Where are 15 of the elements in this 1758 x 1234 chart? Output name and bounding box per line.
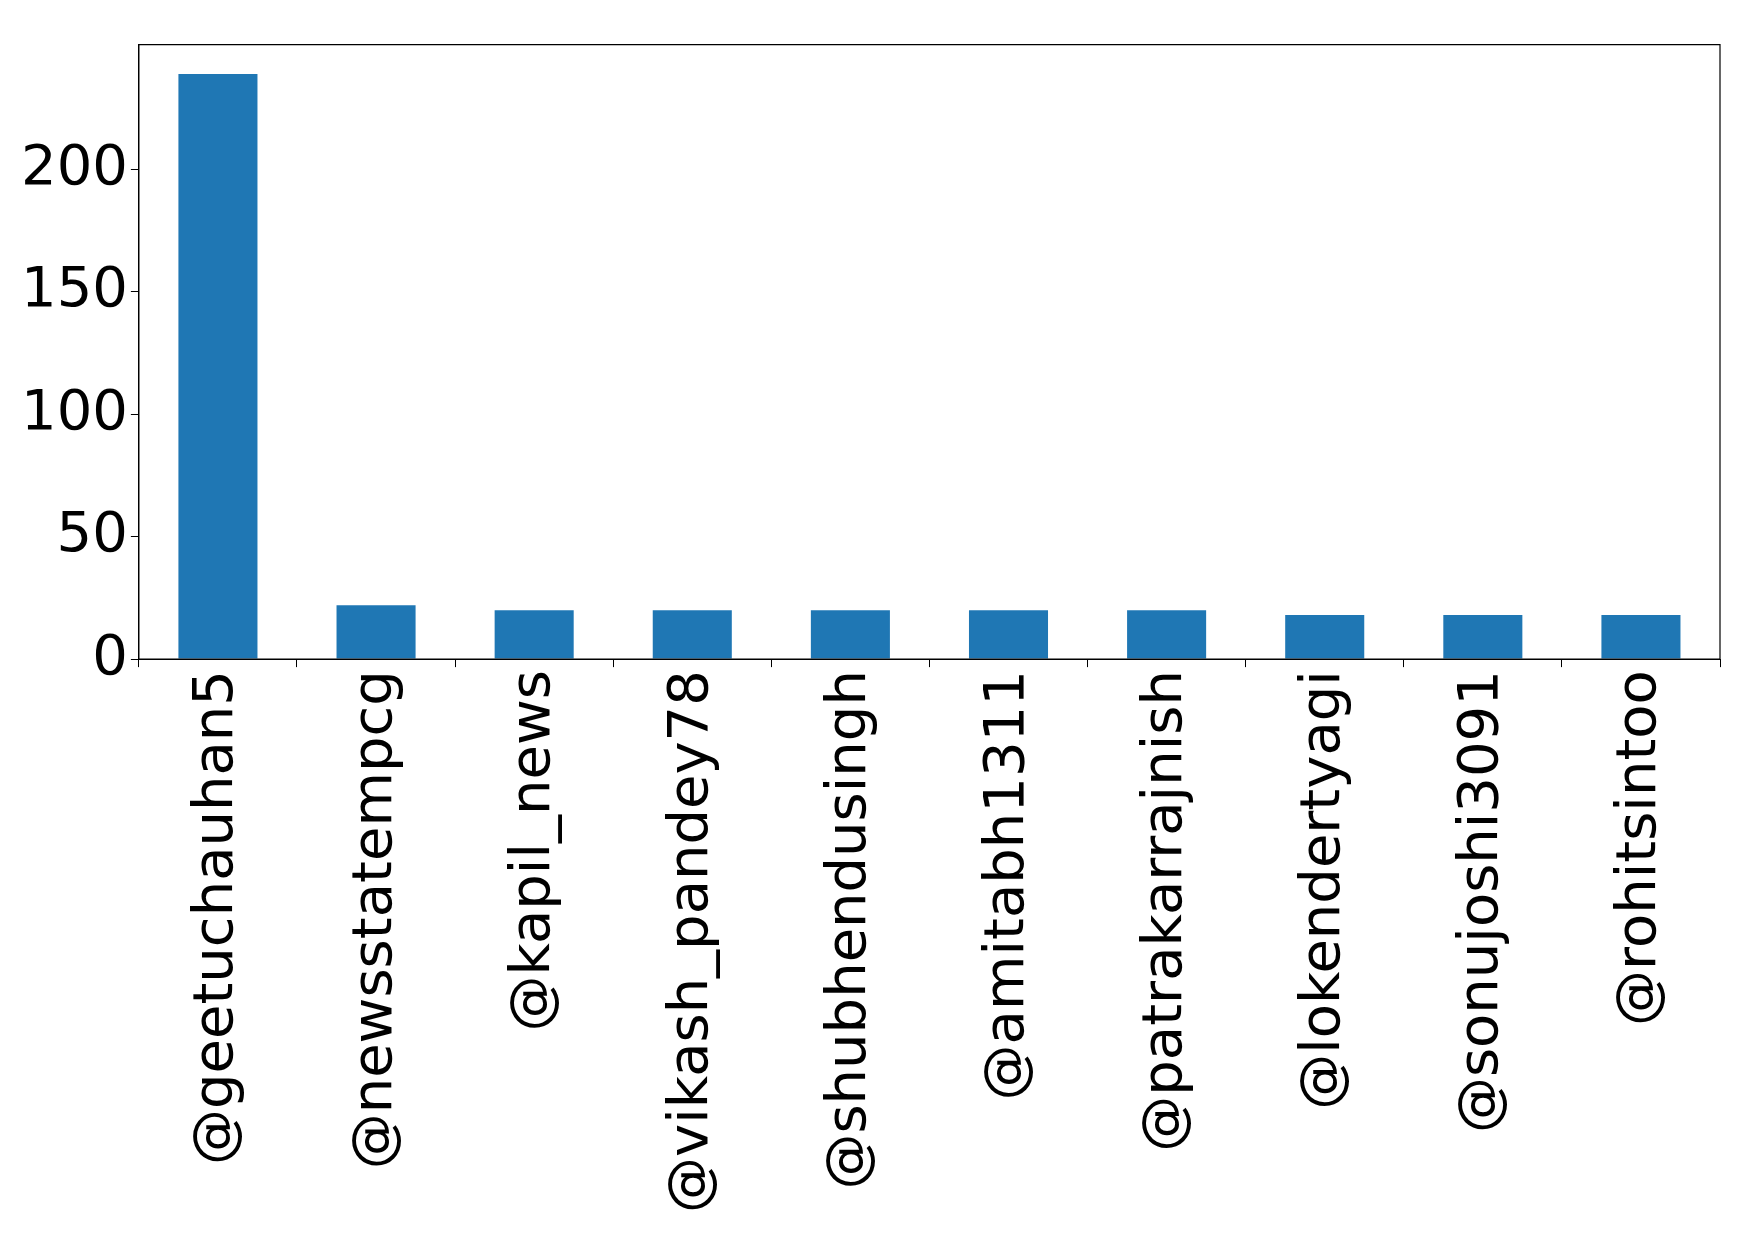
y-tick-label: 150 [21, 254, 128, 320]
x-tick-label: @amitabh1311 [971, 670, 1037, 1101]
y-tick-label: 0 [92, 621, 128, 687]
x-tick-label: @vikash_pandey78 [654, 670, 720, 1214]
x-tick-label: @kapil_news [496, 670, 562, 1032]
y-tick-label: 100 [21, 376, 128, 442]
x-tick-label: @shubhendusingh [812, 670, 878, 1190]
x-tick-label: @patrakarrajnish [1129, 670, 1195, 1152]
x-tick-label: @rohitsintoo [1603, 670, 1669, 1026]
x-tick-label: @sonujoshi3091 [1445, 670, 1511, 1134]
x-tick-label: @newsstatempcg [338, 670, 404, 1170]
x-tick-label: @lokendertyagi [1287, 670, 1353, 1110]
y-tick-label: 50 [56, 499, 128, 565]
y-tick-label: 200 [21, 132, 128, 198]
x-tick-label: @geetuchauhan5 [180, 670, 246, 1166]
